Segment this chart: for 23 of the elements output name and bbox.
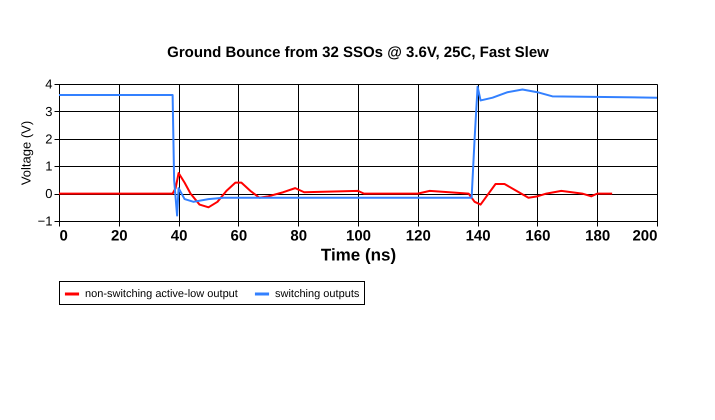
x-tick-label: 0	[60, 228, 68, 244]
chart-title: Ground Bounce from 32 SSOs @ 3.6V, 25C, Fast Slew	[167, 44, 550, 61]
x-axis-title: Time (ns)	[320, 246, 396, 264]
line-series	[58, 172, 614, 208]
x-tick-label: 80	[290, 228, 308, 244]
x-tick-label: 200	[632, 228, 658, 244]
legend-label: switching outputs	[275, 288, 360, 300]
x-tick-label: 120	[406, 228, 431, 244]
y-tick-label: 1	[45, 158, 52, 174]
y-axis-title: Voltage (V)	[18, 120, 34, 186]
y-tick-label: 2	[45, 131, 52, 146]
x-tick-label: 60	[230, 228, 248, 244]
x-tick-label: 140	[466, 228, 491, 244]
legend-label: non-switching active-low output	[85, 288, 238, 300]
x-tick-label: 100	[346, 228, 372, 244]
x-tick-label: 40	[170, 228, 188, 244]
y-tick-label: 3	[45, 104, 52, 119]
y-tick-label: −1	[38, 214, 52, 228]
y-tick-label: 0	[45, 186, 52, 202]
x-tick-label: 160	[525, 228, 550, 244]
y-tick-label: 4	[45, 76, 52, 92]
x-tick-label: 180	[585, 228, 610, 244]
x-tick-label: 20	[110, 228, 128, 244]
